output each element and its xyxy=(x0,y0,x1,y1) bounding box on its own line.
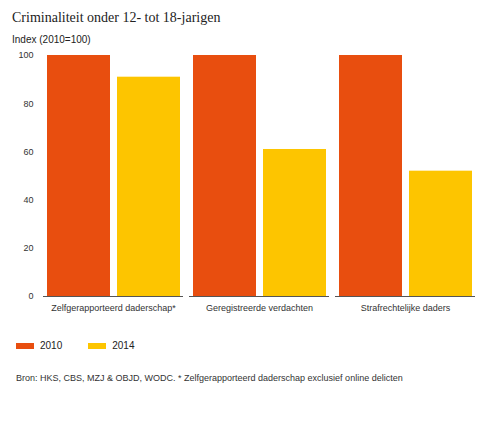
html-text:Index (2010=100): Index (2010=100) xyxy=(12,34,91,45)
svg-text:0: 0 xyxy=(28,291,33,301)
svg-text:20: 20 xyxy=(23,243,33,253)
svg-text:40: 40 xyxy=(23,195,33,205)
svg-text:Zelfgerapporteerd daderschap*: Zelfgerapporteerd daderschap* xyxy=(51,303,176,313)
svg-text:Strafrechtelijke daders: Strafrechtelijke daders xyxy=(361,303,451,313)
svg-text:60: 60 xyxy=(23,147,33,157)
svg-text:80: 80 xyxy=(23,99,33,109)
html-text:2010: 2010 xyxy=(40,340,63,351)
svg-text:Geregistreerde verdachten: Geregistreerde verdachten xyxy=(206,303,313,313)
html-text:2014: 2014 xyxy=(112,340,135,351)
svg-text:100: 100 xyxy=(18,50,33,60)
html-text:Bron: HKS, CBS, MZJ & OBJD, WO: Bron: HKS, CBS, MZJ & OBJD, WODC. * Zelf… xyxy=(16,373,403,383)
html-text:Criminaliteit onder 12- tot 18: Criminaliteit onder 12- tot 18-jarigen xyxy=(12,10,221,25)
